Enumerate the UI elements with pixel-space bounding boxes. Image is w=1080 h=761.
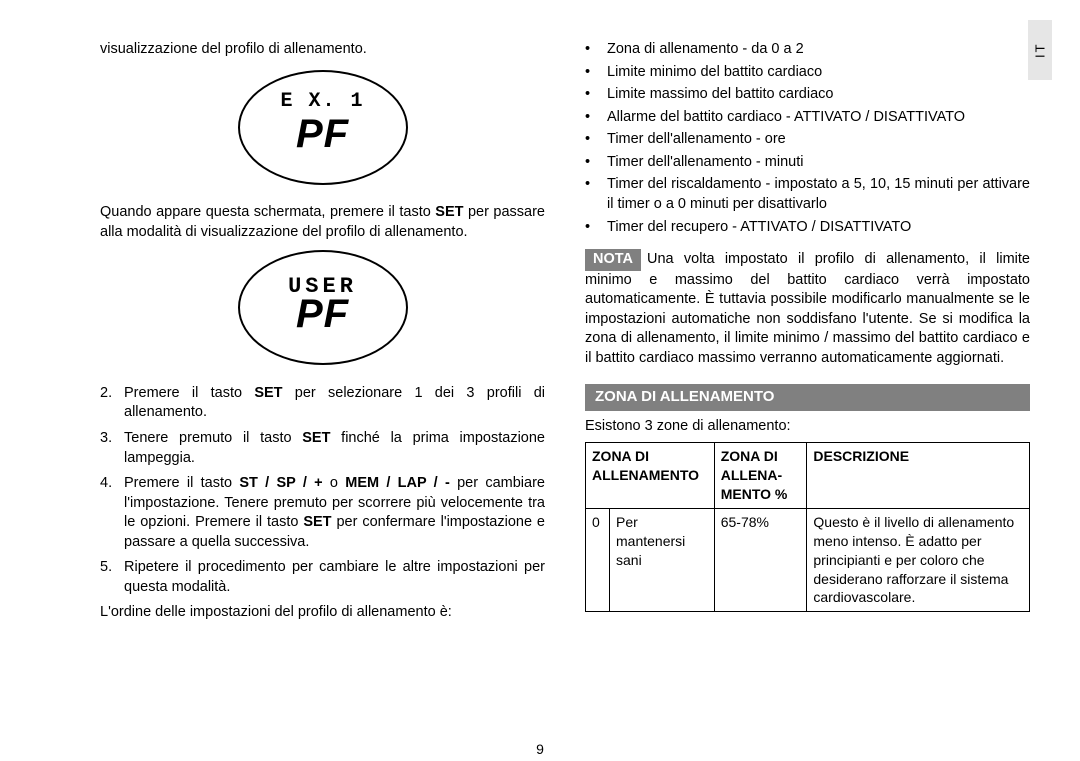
lcd2-line2: PF bbox=[240, 294, 406, 334]
zone-table: ZONA DI ALLENAMENTO ZONA DI ALLENA-MENTO… bbox=[585, 442, 1030, 612]
list-item: •Limite massimo del battito cardiaco bbox=[585, 85, 1030, 105]
para-after-lcd1: Quando appare questa schermata, premere … bbox=[100, 203, 545, 242]
intro-text: visualizzazione del profilo di allenamen… bbox=[100, 40, 545, 60]
table-header: ZONA DI ALLENA-MENTO % bbox=[714, 443, 807, 509]
nota-badge: NOTA bbox=[585, 249, 641, 271]
list-item: •Allarme del battito cardiaco - ATTIVATO… bbox=[585, 108, 1030, 128]
table-cell: Questo è il livello di allenamento meno … bbox=[807, 508, 1030, 611]
section-heading: ZONA DI ALLENAMENTO bbox=[585, 384, 1030, 410]
page-content: visualizzazione del profilo di allenamen… bbox=[0, 0, 1080, 649]
list-item: •Timer del recupero - ATTIVATO / DISATTI… bbox=[585, 218, 1030, 238]
page-number: 9 bbox=[536, 741, 544, 757]
left-column: visualizzazione del profilo di allenamen… bbox=[100, 40, 545, 629]
list-item: •Limite minimo del battito cardiaco bbox=[585, 63, 1030, 83]
table-cell: 65-78% bbox=[714, 508, 807, 611]
list-item: •Timer dell'allenamento - ore bbox=[585, 130, 1030, 150]
closing-text: L'ordine delle impostazioni del profilo … bbox=[100, 603, 545, 623]
list-item: •Timer dell'allenamento - minuti bbox=[585, 153, 1030, 173]
list-item: 3. Tenere premuto il tasto SET finché la… bbox=[100, 429, 545, 468]
table-header-row: ZONA DI ALLENAMENTO ZONA DI ALLENA-MENTO… bbox=[586, 443, 1030, 509]
table-cell: Per mantenersi sani bbox=[610, 508, 715, 611]
right-column: •Zona di allenamento - da 0 a 2 •Limite … bbox=[585, 40, 1030, 629]
lcd1-line2: PF bbox=[240, 114, 406, 154]
table-row: 0 Per mantenersi sani 65-78% Questo è il… bbox=[586, 508, 1030, 611]
nota-paragraph: NOTAUna volta impostato il profilo di al… bbox=[585, 249, 1030, 368]
list-item: 2. Premere il tasto SET per selezionare … bbox=[100, 384, 545, 423]
table-header: DESCRIZIONE bbox=[807, 443, 1030, 509]
table-header: ZONA DI ALLENAMENTO bbox=[586, 443, 715, 509]
language-tab: IT bbox=[1028, 20, 1052, 80]
list-item: 4. Premere il tasto ST / SP / + o MEM / … bbox=[100, 474, 545, 552]
bullet-list: •Zona di allenamento - da 0 a 2 •Limite … bbox=[585, 40, 1030, 237]
lcd-display-1: E X. 1 PF bbox=[100, 70, 545, 192]
lcd-display-2: USER PF bbox=[100, 250, 545, 372]
lcd1-line1: E X. 1 bbox=[240, 88, 406, 115]
list-item: •Zona di allenamento - da 0 a 2 bbox=[585, 40, 1030, 60]
table-cell: 0 bbox=[586, 508, 610, 611]
section-intro: Esistono 3 zone di allenamento: bbox=[585, 417, 1030, 437]
list-item: 5. Ripetere il procedimento per cambiare… bbox=[100, 558, 545, 597]
list-item: •Timer del riscaldamento - impostato a 5… bbox=[585, 175, 1030, 214]
numbered-steps: 2. Premere il tasto SET per selezionare … bbox=[100, 384, 545, 598]
